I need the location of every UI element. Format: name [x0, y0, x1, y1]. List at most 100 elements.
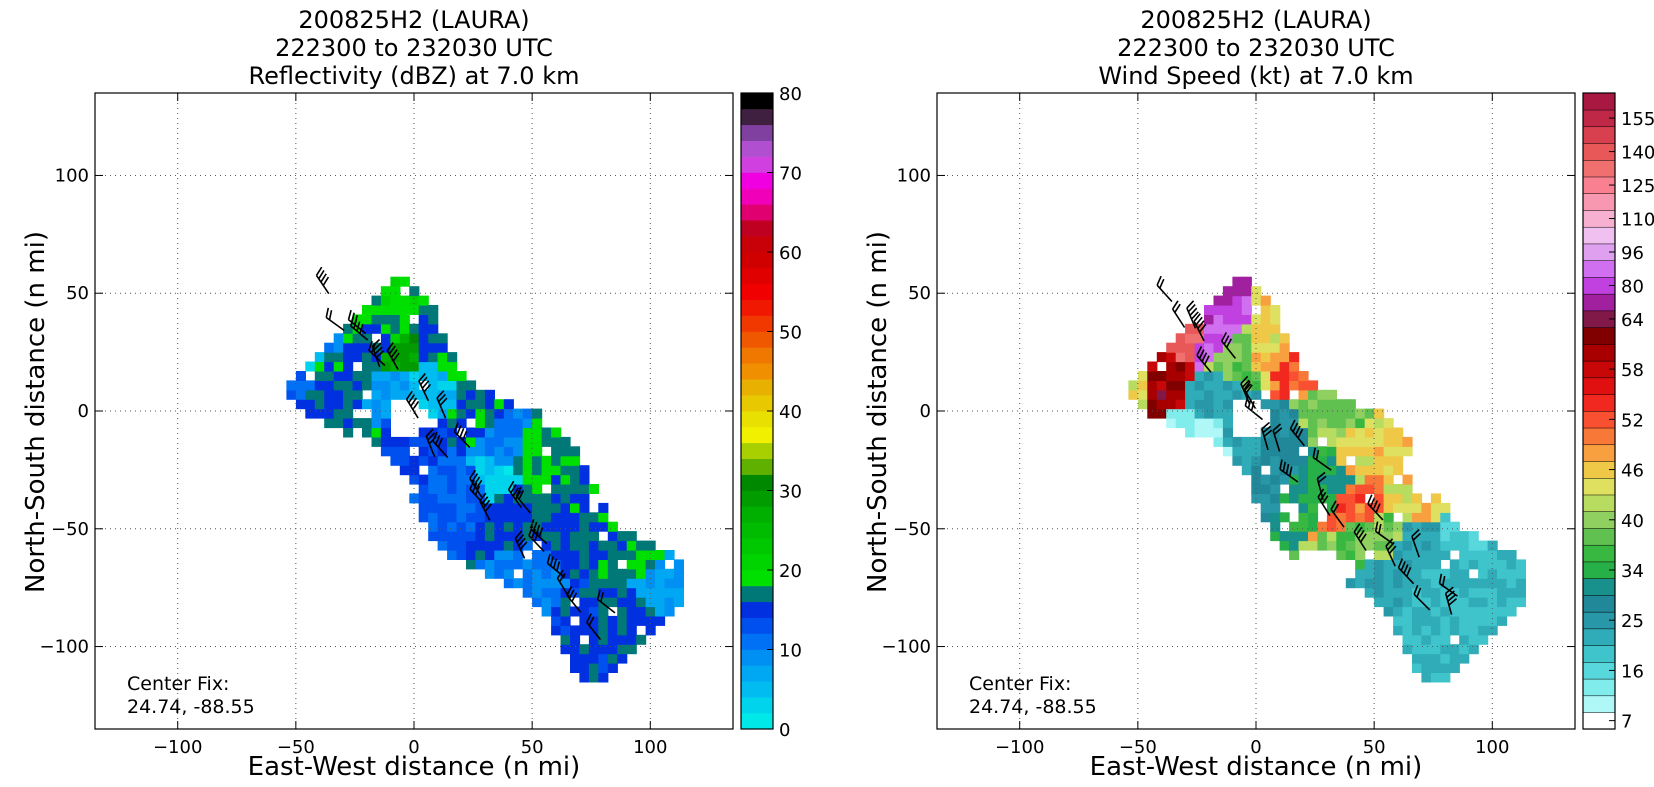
wind-barbs [1156, 275, 1458, 615]
radar-cell [1355, 455, 1366, 466]
radar-cell [1251, 295, 1262, 306]
radar-cell [1270, 399, 1281, 410]
radar-cell [1204, 380, 1215, 391]
radar-cell [598, 625, 609, 636]
radar-cell [484, 427, 495, 438]
radar-cell [598, 559, 609, 570]
radar-cell [409, 455, 420, 466]
radar-cell [1421, 559, 1432, 570]
radar-cell [1374, 502, 1385, 513]
radar-cell [447, 408, 458, 419]
radar-cell [503, 408, 514, 419]
radar-cell [1317, 465, 1328, 476]
radar-cell [1279, 361, 1290, 372]
radar-cell [1393, 540, 1404, 551]
radar-cell [1478, 578, 1489, 589]
radar-cell [1289, 408, 1300, 419]
radar-cell [1440, 550, 1451, 560]
radar-cell [588, 653, 599, 664]
radar-cell [1336, 502, 1347, 513]
radar-cell [380, 418, 391, 429]
radar-cell [1402, 634, 1413, 645]
radar-cell [560, 521, 571, 532]
radar-cell [645, 587, 656, 598]
radar-cell [1402, 587, 1413, 598]
radar-cell [1241, 314, 1252, 325]
radar-cell [598, 578, 609, 589]
radar-cell [551, 587, 562, 598]
radar-cell [1204, 389, 1215, 400]
radar-cell [560, 578, 571, 589]
radar-cell [362, 333, 373, 344]
radar-cell [456, 474, 467, 485]
radar-cell [428, 323, 439, 334]
radar-cell [1487, 559, 1498, 570]
wind-barb [515, 486, 532, 514]
colorbar-segment [741, 299, 773, 316]
radar-cell [1194, 380, 1205, 391]
radar-cell [522, 446, 533, 457]
radar-cell [1515, 568, 1526, 579]
radar-cell [598, 634, 609, 645]
radar-cell [1374, 597, 1385, 608]
radar-cell [1374, 436, 1385, 447]
radar-cell [352, 371, 363, 381]
radar-cell [447, 540, 458, 551]
radar-cell [390, 446, 401, 457]
radar-cell [551, 484, 562, 494]
radar-cell [1222, 323, 1233, 334]
radar-cell [1222, 371, 1233, 381]
radar-cell [1459, 644, 1470, 655]
radar-cell [579, 597, 590, 608]
radar-cell [1430, 512, 1441, 523]
radar-cell [1336, 465, 1347, 476]
radar-cell [1308, 399, 1319, 410]
radar-cell [664, 550, 675, 560]
radar-cell [1364, 502, 1375, 513]
radar-cell [541, 540, 552, 551]
radar-cell [1279, 436, 1290, 447]
radar-cell [551, 550, 562, 560]
radar-cell [1459, 615, 1470, 626]
colorbar-segment [1582, 343, 1616, 362]
colorbar-segment [1582, 645, 1616, 663]
colorbar-segment [741, 490, 773, 507]
radar-cell [503, 521, 514, 532]
radar-cell [664, 568, 675, 579]
radar-cell [305, 361, 316, 372]
radar-cell [551, 512, 562, 523]
radar-cell [1222, 436, 1233, 447]
radar-cell [598, 663, 609, 673]
radar-cell [1478, 587, 1489, 598]
radar-cell [1345, 531, 1356, 542]
radar-cell [1383, 427, 1394, 438]
colorbar-segment [741, 633, 773, 650]
x-tick-label: 0 [1250, 737, 1261, 758]
radar-cell [409, 380, 420, 391]
colorbar-tick-label: 80 [1621, 276, 1644, 297]
radar-cell [1222, 286, 1233, 297]
colorbar-segment [741, 649, 773, 666]
radar-cell [437, 418, 448, 429]
radar-cell [437, 474, 448, 485]
radar-cell [655, 606, 666, 617]
radar-cell [1270, 361, 1281, 372]
radar-cell [617, 606, 628, 617]
radar-cell [1487, 550, 1498, 560]
radar-cell [447, 352, 458, 363]
radar-cell [560, 493, 571, 504]
radar-cell [494, 408, 505, 419]
radar-cell [475, 427, 486, 438]
radar-cell [418, 314, 429, 325]
radar-cell [532, 578, 543, 589]
radar-cell [513, 578, 524, 589]
radar-cell [1194, 408, 1205, 419]
radar-cell [1326, 418, 1337, 429]
radar-cell [513, 474, 524, 485]
radar-cell [1402, 502, 1413, 513]
radar-cell [1374, 578, 1385, 589]
radar-cell [1468, 615, 1479, 626]
radar-cell [428, 531, 439, 542]
radar-cell [1421, 587, 1432, 598]
radar-cell [494, 455, 505, 466]
